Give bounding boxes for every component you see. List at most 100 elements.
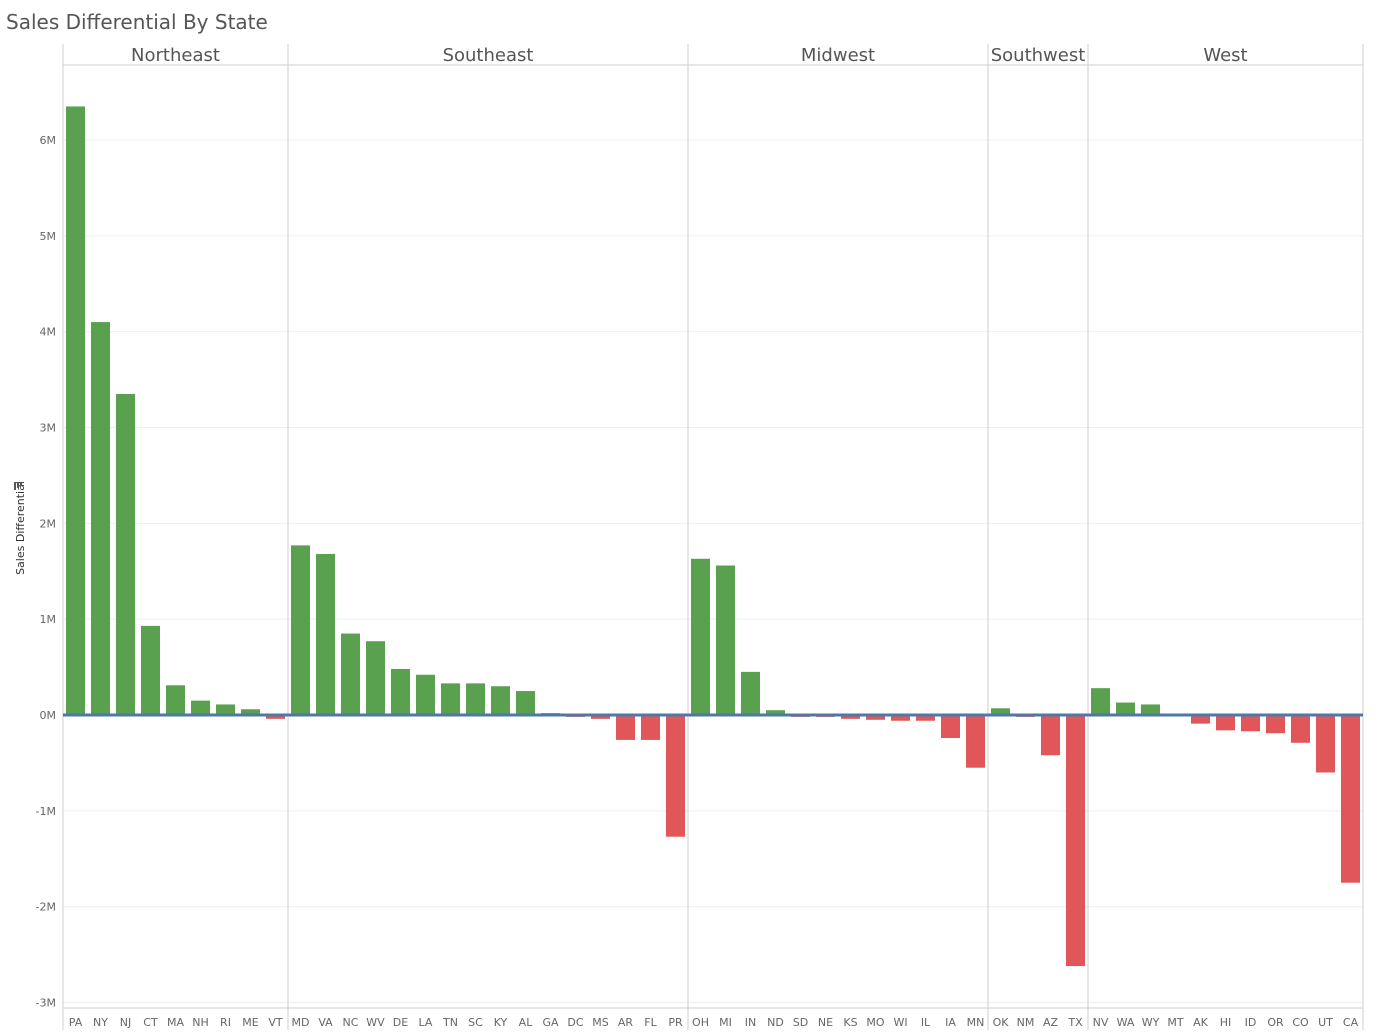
bar-nh (191, 700, 210, 715)
x-tick-label-ri: RI (220, 1016, 231, 1029)
bar-me (241, 709, 260, 715)
region-header-southeast: Southeast (443, 45, 534, 66)
x-tick-label-hi: HI (1220, 1016, 1232, 1029)
bar-wv (366, 641, 385, 715)
bar-wa (1116, 702, 1135, 715)
bar-ut (1316, 715, 1335, 773)
x-tick-label-pr: PR (668, 1016, 683, 1029)
y-tick-label: 0M (40, 709, 57, 722)
bar-or (1266, 715, 1285, 734)
x-tick-label-sd: SD (793, 1016, 808, 1029)
x-tick-label-ne: NE (818, 1016, 833, 1029)
x-tick-label-mt: MT (1167, 1016, 1183, 1029)
bar-nj (116, 393, 135, 715)
x-tick-label-me: ME (242, 1016, 258, 1029)
bar-nd (766, 710, 785, 715)
y-tick-label: 2M (40, 517, 57, 530)
x-tick-label-wy: WY (1142, 1016, 1160, 1029)
x-tick-label-ia: IA (945, 1016, 956, 1029)
bar-oh (691, 558, 710, 715)
x-tick-label-ct: CT (143, 1016, 158, 1029)
bar-ny (91, 322, 110, 715)
bar-az (1041, 715, 1060, 756)
bar-in (741, 671, 760, 715)
bar-ar (616, 715, 635, 740)
bar-wy (1141, 704, 1160, 715)
bar-la (416, 674, 435, 715)
x-tick-label-in: IN (745, 1016, 756, 1029)
x-tick-label-wi: WI (893, 1016, 907, 1029)
bar-vt (266, 715, 285, 719)
x-tick-label-sc: SC (468, 1016, 483, 1029)
x-tick-label-or: OR (1267, 1016, 1284, 1029)
x-tick-label-il: IL (921, 1016, 931, 1029)
region-header-northeast: Northeast (131, 45, 220, 66)
bar-ma (166, 685, 185, 715)
sort-icon[interactable] (14, 482, 22, 490)
region-header-west: West (1203, 45, 1247, 66)
x-tick-label-ma: MA (167, 1016, 184, 1029)
x-tick-label-nm: NM (1017, 1016, 1035, 1029)
bar-id (1241, 715, 1260, 732)
x-tick-label-ga: GA (542, 1016, 559, 1029)
bar-va (316, 554, 335, 715)
x-tick-label-ak: AK (1193, 1016, 1209, 1029)
x-tick-label-nc: NC (343, 1016, 359, 1029)
x-tick-label-tn: TN (442, 1016, 458, 1029)
x-tick-label-nd: ND (767, 1016, 784, 1029)
x-tick-label-mo: MO (866, 1016, 884, 1029)
y-tick-label: 1M (40, 613, 57, 626)
bar-de (391, 669, 410, 715)
bar-ok (991, 708, 1010, 715)
bar-tn (441, 683, 460, 715)
bar-mo (866, 715, 885, 720)
y-tick-label: 6M (40, 134, 57, 147)
bar-co (1291, 715, 1310, 743)
x-tick-label-id: ID (1245, 1016, 1257, 1029)
x-tick-label-md: MD (292, 1016, 310, 1029)
x-tick-label-pa: PA (69, 1016, 83, 1029)
bar-ca (1341, 715, 1360, 883)
bar-ky (491, 686, 510, 715)
bar-fl (641, 715, 660, 740)
x-tick-label-dc: DC (567, 1016, 583, 1029)
bar-nv (1091, 688, 1110, 715)
x-tick-label-ut: UT (1318, 1016, 1333, 1029)
x-tick-label-az: AZ (1043, 1016, 1059, 1029)
x-tick-label-ks: KS (843, 1016, 857, 1029)
x-tick-label-fl: FL (644, 1016, 657, 1029)
x-tick-label-mi: MI (719, 1016, 732, 1029)
y-tick-label: -3M (36, 997, 56, 1010)
x-tick-label-nj: NJ (120, 1016, 131, 1029)
x-tick-label-wv: WV (366, 1016, 385, 1029)
x-tick-label-vt: VT (268, 1016, 283, 1029)
bar-ia (941, 715, 960, 738)
region-header-southwest: Southwest (991, 45, 1086, 66)
x-tick-label-ok: OK (993, 1016, 1010, 1029)
x-tick-label-nh: NH (192, 1016, 209, 1029)
bar-nc (341, 633, 360, 715)
y-tick-label: -1M (36, 805, 56, 818)
bar-wi (891, 715, 910, 721)
x-tick-label-nv: NV (1093, 1016, 1109, 1029)
bar-mi (716, 565, 735, 715)
x-tick-label-oh: OH (692, 1016, 709, 1029)
x-tick-label-va: VA (318, 1016, 333, 1029)
y-axis-title: Sales Differential (14, 481, 27, 575)
x-tick-label-mn: MN (967, 1016, 985, 1029)
x-tick-label-ca: CA (1343, 1016, 1359, 1029)
y-tick-label: -2M (36, 901, 56, 914)
bar-ct (141, 625, 160, 715)
bar-ak (1191, 715, 1210, 724)
x-tick-label-la: LA (419, 1016, 433, 1029)
bar-sc (466, 683, 485, 715)
x-tick-label-al: AL (519, 1016, 534, 1029)
bar-al (516, 691, 535, 715)
bar-ks (841, 715, 860, 719)
x-tick-label-ms: MS (592, 1016, 608, 1029)
bar-hi (1216, 715, 1235, 731)
x-tick-label-wa: WA (1117, 1016, 1135, 1029)
bar-il (916, 715, 935, 721)
x-tick-label-de: DE (393, 1016, 408, 1029)
